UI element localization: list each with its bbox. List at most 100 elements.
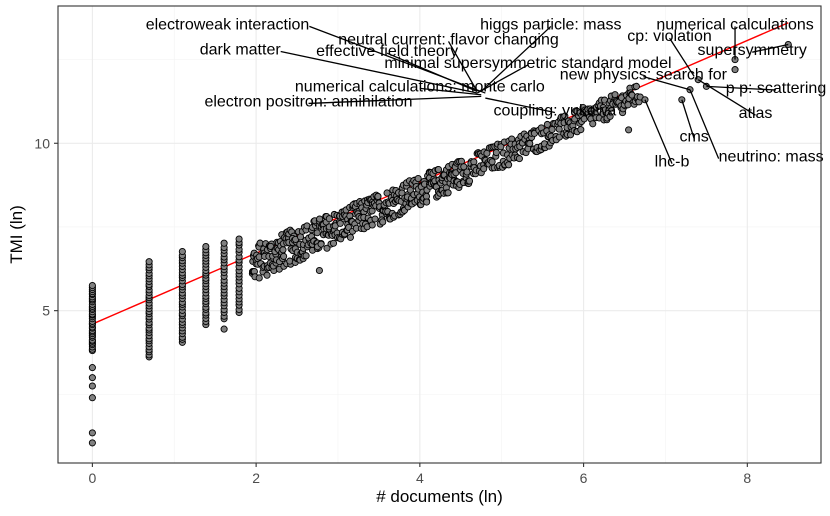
data-point <box>313 229 321 237</box>
data-point <box>302 252 310 260</box>
data-point <box>543 120 551 129</box>
data-point <box>460 163 468 171</box>
data-point <box>279 246 287 254</box>
data-point <box>678 96 686 104</box>
annotation-label: cms <box>679 129 708 146</box>
data-point <box>371 215 379 223</box>
annotation-leader <box>697 79 756 116</box>
grid <box>58 6 821 463</box>
data-point <box>480 165 488 173</box>
data-point <box>465 177 474 185</box>
x-axis-title: # documents (ln) <box>376 487 503 506</box>
data-point <box>488 158 496 166</box>
data-point <box>329 239 338 247</box>
annotation-leader <box>308 95 482 105</box>
annotation-leader <box>419 87 482 96</box>
annotation-leader <box>668 37 695 77</box>
x-tick-label: 0 <box>88 470 96 486</box>
data-point <box>444 189 452 197</box>
x-tick-label: 6 <box>580 470 588 486</box>
data-point <box>325 215 333 223</box>
annotation-label: new physics: search for <box>560 67 728 84</box>
annotation-leader <box>752 43 789 53</box>
data-point <box>379 218 387 226</box>
axes: 0 2 4 6 8 5 10 <box>34 135 751 486</box>
data-point <box>88 439 96 447</box>
y-tick-label: 10 <box>34 135 50 151</box>
data-point <box>611 91 619 99</box>
data-point <box>606 112 614 120</box>
data-point <box>88 394 96 402</box>
annotation-leader <box>689 89 720 159</box>
annotation-leaders <box>280 25 789 164</box>
x-tick-label: 2 <box>252 470 260 486</box>
annotation-leader <box>643 76 691 91</box>
data-point <box>434 166 443 174</box>
data-point <box>577 126 585 134</box>
data-point <box>526 139 534 148</box>
annotation-leader <box>447 41 478 92</box>
data-point <box>470 158 478 166</box>
annotation-leader <box>386 52 478 92</box>
annotation-label: electroweak interaction <box>146 16 310 33</box>
data-point <box>220 325 228 333</box>
data-point <box>414 175 422 183</box>
data-point <box>315 266 323 275</box>
y-axis-title: TMI (ln) <box>7 205 26 264</box>
data-point <box>202 242 210 251</box>
data-point <box>492 148 500 157</box>
annotation-labels: electroweak interaction higgs particle: m… <box>146 16 827 170</box>
annotation-label: cp: violation <box>627 28 712 45</box>
x-tick-label: 8 <box>743 470 751 486</box>
data-point <box>641 96 649 104</box>
data-point <box>178 247 186 256</box>
annotation-label: numerical calculations: monte carlo <box>295 78 545 95</box>
data-point <box>323 244 331 252</box>
data-point <box>589 120 597 128</box>
data-point <box>374 192 382 200</box>
annotation-label: electron positron: annihilation <box>204 93 412 110</box>
data-point <box>463 168 471 176</box>
data-point <box>145 258 153 266</box>
data-point <box>255 274 263 282</box>
annotation-label: minimal supersymmetric standard model <box>384 55 671 72</box>
y-tick-label: 5 <box>42 303 50 319</box>
annotation-label: atlas <box>739 105 773 122</box>
data-point <box>88 374 96 382</box>
annotation-leader <box>280 50 478 94</box>
data-point <box>368 221 376 229</box>
data-point <box>383 189 391 197</box>
annotation-label: p p: scattering <box>726 80 827 97</box>
annotation-leader <box>644 99 673 164</box>
annotation-label: supersymmetry <box>698 42 807 59</box>
data-point <box>497 143 505 151</box>
data-point <box>88 364 96 372</box>
plot-panel-border <box>57 5 822 464</box>
data-point <box>280 252 288 260</box>
data-point <box>263 271 271 279</box>
data-point <box>632 82 640 90</box>
data-point <box>515 155 523 163</box>
data-point <box>88 429 96 437</box>
annotation-label: effective field theory <box>316 43 458 60</box>
x-tick-label: 4 <box>416 470 424 486</box>
data-point <box>220 239 228 247</box>
annotation-label: numerical calculations <box>656 16 813 33</box>
annotation-label: lhc-b <box>655 154 690 171</box>
annotation-label: higgs particle: mass <box>480 16 621 33</box>
data-point <box>88 281 96 290</box>
data-points <box>88 40 792 447</box>
annotation-label: coupling: yukawa <box>494 102 617 119</box>
annotation-label: neutral current: flavor changing <box>338 31 559 48</box>
annotation-leader <box>706 85 777 91</box>
annotation-leader <box>480 25 552 92</box>
data-point <box>317 240 325 248</box>
data-point <box>88 382 96 390</box>
data-point <box>505 161 513 169</box>
data-point <box>423 198 431 206</box>
data-point <box>336 219 344 227</box>
annotation-leader <box>485 97 556 114</box>
annotation-leader <box>476 64 529 94</box>
annotation-label: neutrino: mass <box>719 149 824 166</box>
